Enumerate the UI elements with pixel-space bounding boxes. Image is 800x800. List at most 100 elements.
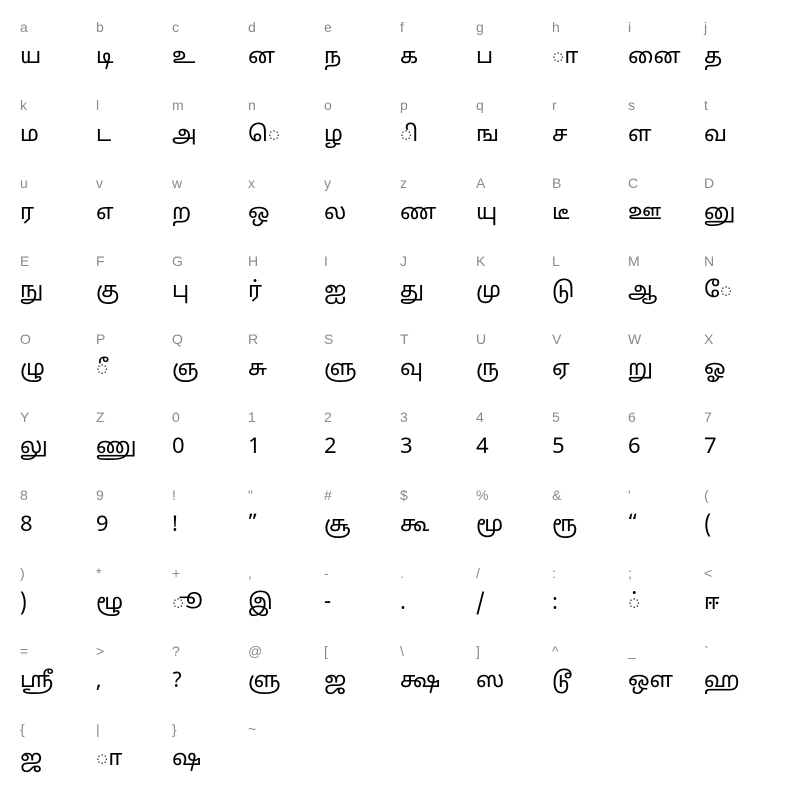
charmap-cell: Rசு [248,326,324,404]
cell-glyph: 5 [552,438,628,460]
cell-glyph: ஹ [704,672,780,694]
charmap-cell: jத [704,14,780,92]
charmap-cell: 33 [400,404,476,482]
cell-glyph: து [400,282,476,304]
cell-glyph: ஏ [552,360,628,382]
charmap-cell: [ஜ [324,638,400,716]
cell-key: 2 [324,404,400,438]
cell-glyph: ப [476,48,552,70]
cell-glyph: எ [96,204,172,226]
charmap-cell: ,இ [248,560,324,638]
charmap-cell: tவ [704,92,780,170]
cell-key: C [628,170,704,204]
cell-key: } [172,716,248,750]
cell-glyph: ஜ [20,750,96,772]
cell-key: t [704,92,780,126]
cell-glyph: ணு [96,438,172,460]
charmap-cell: 88 [20,482,96,560]
charmap-cell: }ஷ [172,716,248,794]
cell-key: B [552,170,628,204]
charmap-cell: Dனு [704,170,780,248]
charmap-cell: ;் [628,560,704,638]
cell-key: K [476,248,552,282]
charmap-cell: ]ஸ [476,638,552,716]
charmap-cell: '“ [628,482,704,560]
cell-key: g [476,14,552,48]
charmap-cell: 77 [704,404,780,482]
charmap-cell: \க்ஷ [400,638,476,716]
charmap-cell: Wறு [628,326,704,404]
charmap-cell: Nே [704,248,780,326]
cell-glyph: ஸ்ரீ [20,672,96,694]
cell-glyph: 6 [628,438,704,460]
charmap-cell: 22 [324,404,400,482]
cell-glyph: று [628,360,704,382]
charmap-cell: .. [400,560,476,638]
cell-key: @ [248,638,324,672]
cell-key: X [704,326,780,360]
cell-glyph: மு [476,282,552,304]
cell-key: < [704,560,780,594]
cell-glyph: : [552,594,628,616]
charmap-cell: ^டூ [552,638,628,716]
charmap-cell: Yலு [20,404,96,482]
cell-key: v [96,170,172,204]
charmap-cell: =ஸ்ரீ [20,638,96,716]
cell-key: f [400,14,476,48]
charmap-cell: vஎ [96,170,172,248]
charmap-cell: Cஊ [628,170,704,248]
cell-key: c [172,14,248,48]
charmap-cell: iனை [628,14,704,92]
cell-glyph: த [704,48,780,70]
cell-key: ] [476,638,552,672]
charmap-cell: cஉ [172,14,248,92]
cell-key: 5 [552,404,628,438]
cell-glyph: 4 [476,438,552,460]
cell-key: N [704,248,780,282]
charmap-cell: wற [172,170,248,248]
cell-glyph: 0 [172,438,248,460]
cell-glyph: ம [20,126,96,148]
cell-glyph: 8 [20,516,96,538]
cell-glyph: ஞ [172,360,248,382]
cell-glyph: ஜ [324,672,400,694]
cell-glyph: க [400,48,476,70]
cell-key: ) [20,560,96,594]
cell-key: z [400,170,476,204]
charmap-cell: $கூ [400,482,476,560]
cell-glyph: ரு [476,360,552,382]
cell-glyph: , [96,672,172,694]
cell-glyph: சூ [324,516,400,538]
cell-key: y [324,170,400,204]
cell-key: 9 [96,482,172,516]
cell-key: ( [704,482,780,516]
cell-glyph: ஈ [704,594,780,616]
cell-key: n [248,92,324,126]
cell-key: u [20,170,96,204]
charmap-cell: Fகு [96,248,172,326]
cell-glyph: க்ஷ [400,672,476,694]
cell-glyph: ற [172,204,248,226]
charmap-cell: nெ [248,92,324,170]
cell-key: W [628,326,704,360]
cell-key: # [324,482,400,516]
cell-glyph: னை [628,48,704,70]
charmap-cell: <ஈ [704,560,780,638]
charmap-cell: 55 [552,404,628,482]
cell-key: 7 [704,404,780,438]
cell-glyph: “ [628,516,704,538]
cell-glyph: 2 [324,438,400,460]
cell-glyph: டி [96,48,172,70]
charmap-cell: Hர் [248,248,324,326]
cell-glyph: யு [476,204,552,226]
cell-glyph: ஆ [628,282,704,304]
cell-key: Z [96,404,172,438]
charmap-cell: Iஐ [324,248,400,326]
cell-key: w [172,170,248,204]
charmap-cell: dன [248,14,324,92]
cell-glyph: ஷ [172,750,248,772]
cell-glyph: ஒ [248,204,324,226]
cell-key: 3 [400,404,476,438]
cell-key: : [552,560,628,594]
cell-glyph: அ [172,126,248,148]
